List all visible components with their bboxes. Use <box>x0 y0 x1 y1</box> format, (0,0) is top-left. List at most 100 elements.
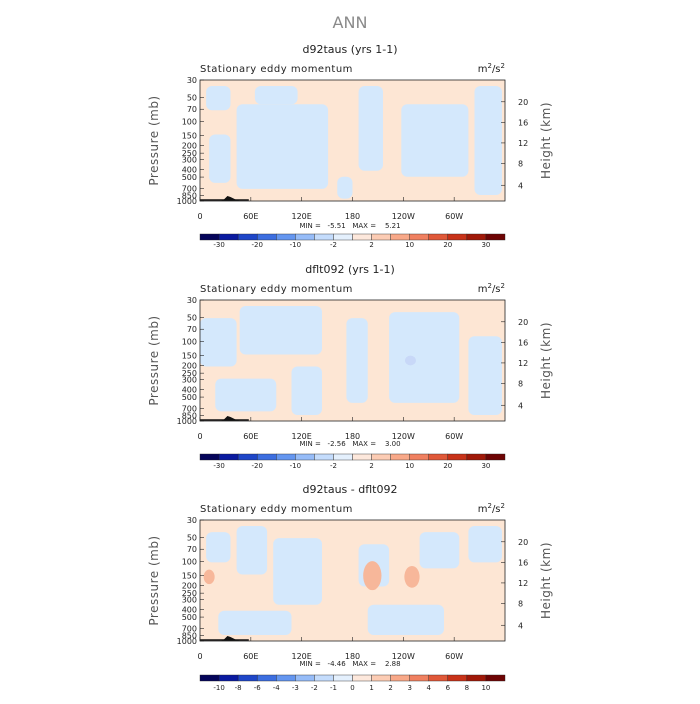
y-tick-label: 1000 <box>177 197 197 206</box>
colorbar-box <box>447 453 468 461</box>
colorbar-label: 2 <box>369 241 373 249</box>
colorbar-label: -1 <box>330 684 337 692</box>
units-label: m2/s2 <box>478 282 505 295</box>
field-negative-region <box>419 532 460 569</box>
field-negative-region <box>236 526 268 575</box>
y-tick-label: 400 <box>182 605 197 614</box>
colorbar-box <box>333 674 353 682</box>
y-right-tick-label: 8 <box>518 379 523 388</box>
panel-subtitle: Stationary eddy momentum <box>200 284 353 295</box>
colorbar-box <box>466 453 487 461</box>
y-right-axis-label: Height (km) <box>539 322 553 399</box>
colorbar-box <box>256 674 277 682</box>
y-right-tick-label: 12 <box>518 139 528 148</box>
y-tick-label: 700 <box>182 625 197 634</box>
x-tick-label: 120E <box>292 432 312 441</box>
field-negative-region <box>209 134 231 183</box>
colorbar-label: 30 <box>481 241 490 249</box>
colorbar-box <box>199 453 220 461</box>
x-tick-label: 0 <box>197 652 202 661</box>
panel-title: d92taus - dflt092 <box>303 483 398 496</box>
y-tick-label: 200 <box>182 361 197 370</box>
field-max-blob <box>404 355 416 366</box>
field-negative-region <box>367 604 444 635</box>
colorbar-box <box>485 674 506 682</box>
colorbar-box <box>276 233 296 241</box>
colorbar-box <box>314 453 334 461</box>
y-right-tick-label: 20 <box>518 538 528 547</box>
colorbar-label: -2 <box>330 462 337 470</box>
colorbar-label: 3 <box>407 684 411 692</box>
field-max-blob <box>363 561 382 591</box>
y-right-tick-label: 8 <box>518 599 523 608</box>
colorbar-box <box>485 453 506 461</box>
x-tick-label: 60E <box>243 432 258 441</box>
y-axis-label: Pressure (mb) <box>147 315 161 405</box>
panel-subtitle: Stationary eddy momentum <box>200 504 353 515</box>
y-tick-label: 500 <box>182 173 197 182</box>
y-tick-label: 300 <box>182 595 197 604</box>
y-tick-label: 850 <box>182 411 197 420</box>
colorbar-box <box>333 233 353 241</box>
colorbar-box <box>256 233 277 241</box>
y-tick-label: 70 <box>187 545 197 554</box>
panel-3: d92taus - dflt092 Stationary eddy momentu… <box>147 483 553 692</box>
y-right-tick-label: 12 <box>518 359 528 368</box>
colorbar-box <box>314 674 334 682</box>
x-tick-label: 120W <box>392 652 415 661</box>
panel-title: dflt092 (yrs 1-1) <box>305 263 395 276</box>
field-negative-region <box>206 86 231 111</box>
y-tick-label: 50 <box>187 314 197 323</box>
colorbar-box <box>447 674 468 682</box>
field-negative-region <box>254 86 298 105</box>
stats-label: MIN = -5.51 MAX = 5.21 <box>299 222 400 230</box>
colorbar-label: -30 <box>213 241 224 249</box>
colorbar-box <box>333 453 353 461</box>
y-tick-label: 1000 <box>177 637 197 646</box>
colorbar-box <box>237 453 258 461</box>
colorbar-label: -20 <box>251 462 262 470</box>
field-negative-region <box>236 104 329 189</box>
colorbar-label: -30 <box>213 462 224 470</box>
colorbar-box <box>485 233 506 241</box>
y-right-tick-label: 12 <box>518 579 528 588</box>
field-negative-region <box>389 312 460 403</box>
colorbar-label: -2 <box>330 241 337 249</box>
field-max-blob <box>203 569 215 585</box>
colorbar-box <box>199 674 220 682</box>
colorbar-box <box>295 674 315 682</box>
colorbar-box <box>466 674 487 682</box>
y-tick-label: 200 <box>182 581 197 590</box>
colorbar-box <box>428 453 449 461</box>
y-right-axis-label: Height (km) <box>539 542 553 619</box>
field-negative-region <box>401 104 469 177</box>
y-tick-label: 100 <box>182 338 197 347</box>
colorbar-label: 4 <box>427 684 432 692</box>
colorbar-label: 10 <box>405 241 414 249</box>
y-right-tick-label: 16 <box>518 338 528 347</box>
y-axis-label: Pressure (mb) <box>147 535 161 625</box>
y-tick-label: 150 <box>182 132 197 141</box>
colorbar-label: -20 <box>251 241 262 249</box>
y-tick-label: 150 <box>182 572 197 581</box>
x-tick-label: 60W <box>445 432 463 441</box>
colorbar-label: 8 <box>465 684 469 692</box>
page-title: ANN <box>333 13 368 32</box>
colorbar-label: -8 <box>235 684 242 692</box>
y-tick-label: 100 <box>182 558 197 567</box>
colorbar-label: 10 <box>481 684 490 692</box>
y-tick-label: 300 <box>182 375 197 384</box>
colorbar-box <box>447 233 468 241</box>
y-right-tick-label: 20 <box>518 98 528 107</box>
colorbar-box <box>428 674 449 682</box>
x-tick-label: 180 <box>345 432 360 441</box>
field-negative-region <box>337 176 353 199</box>
x-tick-label: 120W <box>392 432 415 441</box>
colorbar-label: 20 <box>443 462 452 470</box>
panel-subtitle: Stationary eddy momentum <box>200 64 353 75</box>
colorbar-label: 2 <box>388 684 392 692</box>
y-tick-label: 30 <box>187 516 197 525</box>
field-negative-region <box>468 526 502 563</box>
x-tick-label: 120E <box>292 652 312 661</box>
